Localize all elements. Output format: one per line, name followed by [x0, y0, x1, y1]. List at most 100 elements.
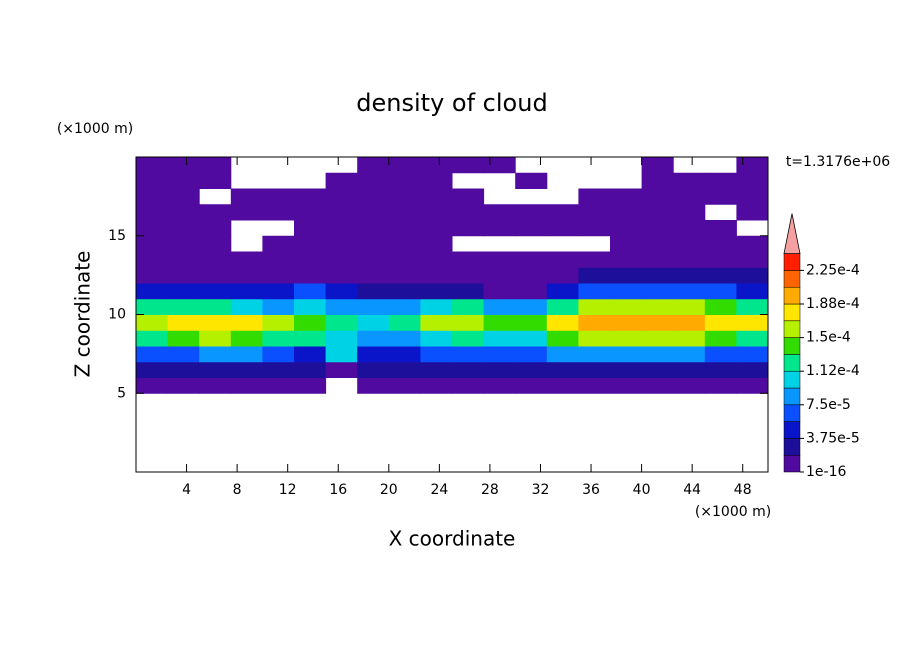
- contour-cell: [736, 157, 769, 174]
- contour-cell: [167, 314, 200, 331]
- contour-cell: [136, 235, 169, 252]
- contour-cell: [452, 251, 485, 268]
- contour-cell: [262, 298, 295, 315]
- contour-cell: [578, 361, 611, 378]
- contour-cell: [452, 157, 485, 174]
- contour-cell: [736, 251, 769, 268]
- contour-cell: [641, 204, 674, 221]
- contour-cell: [294, 361, 327, 378]
- contour-cell: [420, 188, 453, 205]
- contour-cell: [388, 172, 421, 189]
- contour-cell: [388, 330, 421, 347]
- contour-cell: [673, 298, 706, 315]
- contour-cell: [199, 251, 232, 268]
- contour-cell: [388, 346, 421, 363]
- contour-cell: [483, 220, 516, 237]
- contour-cell: [294, 314, 327, 331]
- contour-cell: [420, 298, 453, 315]
- contour-cell: [167, 267, 200, 284]
- contour-cell: [578, 346, 611, 363]
- contour-cell: [483, 346, 516, 363]
- chart-title: density of cloud: [356, 89, 547, 117]
- contour-cell: [167, 377, 200, 394]
- contour-cell: [704, 235, 737, 252]
- x-tick-label: 8: [233, 482, 242, 498]
- colorbar-label: 2.25e-4: [806, 262, 860, 278]
- contour-cell: [136, 283, 169, 300]
- contour-cell: [641, 220, 674, 237]
- contour-cell: [294, 283, 327, 300]
- contour-cell: [610, 251, 643, 268]
- contour-cell: [452, 204, 485, 221]
- colorbar-band: [783, 253, 801, 271]
- contour-cell: [357, 220, 390, 237]
- contour-cell: [610, 235, 643, 252]
- contour-cell: [546, 220, 579, 237]
- contour-cell: [546, 346, 579, 363]
- contour-cell: [357, 314, 390, 331]
- contour-cell: [704, 220, 737, 237]
- contour-cell: [230, 188, 263, 205]
- contour-cell: [673, 235, 706, 252]
- contour-cell: [515, 220, 548, 237]
- x-tick-label: 44: [683, 482, 701, 498]
- contour-cell: [199, 172, 232, 189]
- colorbar-label: 3.75e-5: [806, 430, 860, 446]
- contour-cell: [199, 235, 232, 252]
- contour-cell: [515, 298, 548, 315]
- colorbar-band: [783, 438, 801, 456]
- contour-cell: [230, 361, 263, 378]
- contour-cell: [610, 204, 643, 221]
- contour-cell: [515, 346, 548, 363]
- contour-cell: [610, 314, 643, 331]
- contour-cell: [262, 235, 295, 252]
- contour-cell: [230, 346, 263, 363]
- contour-cell: [167, 330, 200, 347]
- contour-cell: [357, 267, 390, 284]
- contour-cell: [388, 251, 421, 268]
- contour-cell: [641, 157, 674, 174]
- contour-cell: [167, 157, 200, 174]
- contour-cell: [294, 204, 327, 221]
- contour-cell: [546, 361, 579, 378]
- contour-cell: [325, 204, 358, 221]
- contour-cell: [578, 188, 611, 205]
- contour-cell: [199, 330, 232, 347]
- contour-cell: [167, 172, 200, 189]
- colorbar-band: [783, 337, 801, 355]
- contour-cell: [515, 314, 548, 331]
- colorbar-band: [783, 286, 801, 305]
- contour-cell: [167, 283, 200, 300]
- x-unit: (×1000 m): [695, 504, 771, 520]
- contour-cell: [167, 235, 200, 252]
- contour-cell: [388, 235, 421, 252]
- contour-cell: [641, 172, 674, 189]
- contour-cell: [199, 204, 232, 221]
- contour-cell: [546, 377, 579, 394]
- contour-cell: [673, 267, 706, 284]
- contour-cell: [452, 377, 485, 394]
- contour-cell: [136, 204, 169, 221]
- contour-cell: [325, 314, 358, 331]
- contour-cell: [452, 298, 485, 315]
- colorbar-band: [783, 354, 801, 372]
- contour-cell: [641, 267, 674, 284]
- contour-cell: [294, 188, 327, 205]
- contour-cell: [199, 346, 232, 363]
- x-tick-label: 40: [633, 482, 651, 498]
- contour-cell: [136, 251, 169, 268]
- contour-cell: [515, 251, 548, 268]
- contour-cell: [483, 361, 516, 378]
- contour-cell: [736, 188, 769, 205]
- contour-cell: [357, 172, 390, 189]
- contour-cell: [578, 314, 611, 331]
- contour-cell: [325, 298, 358, 315]
- contour-cell: [515, 283, 548, 300]
- contour-cell: [704, 283, 737, 300]
- contour-cell: [136, 220, 169, 237]
- contour-cell: [704, 298, 737, 315]
- contour-cell: [199, 267, 232, 284]
- contour-cell: [546, 204, 579, 221]
- contour-cell: [357, 298, 390, 315]
